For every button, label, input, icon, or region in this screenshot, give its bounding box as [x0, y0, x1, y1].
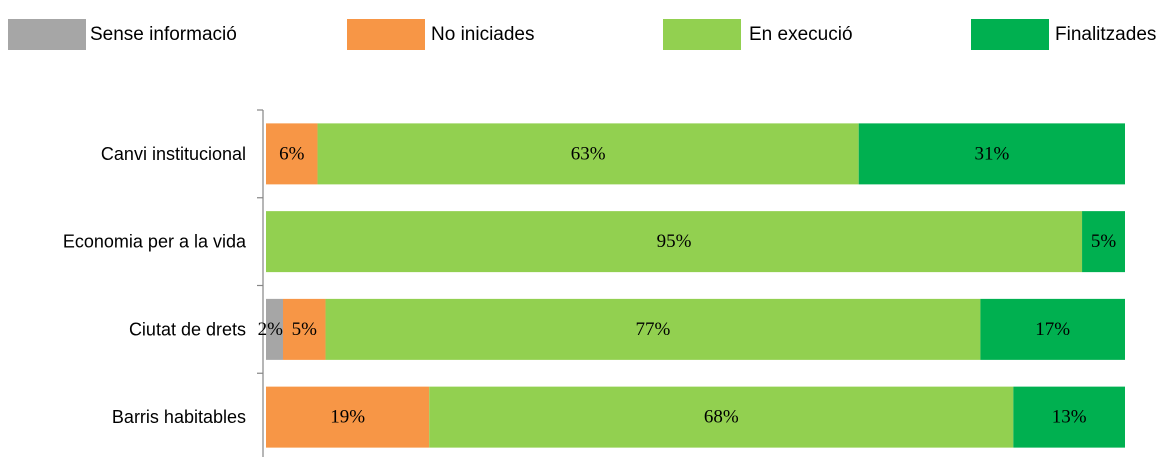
- category-label-canvi-institucional: Canvi institucional: [101, 144, 246, 164]
- legend: Sense informació No iniciades En execució F…: [8, 19, 1156, 50]
- legend-label-sense-informacio: Sense informació: [90, 24, 237, 45]
- bar-ciutat-de-drets-sense-informacio: [266, 298, 284, 360]
- data-label-ciutat-de-drets-sense-informacio: 2%: [258, 319, 284, 340]
- plot-area: 6% 63% 31% 95% 5% 2% 5% 77% 17% 19% 68% 13%: [258, 123, 1125, 448]
- legend-swatch-sense-informacio: [8, 19, 86, 50]
- legend-label-en-execucio: En execució: [749, 24, 853, 45]
- bar-economia-per-a-la-vida-finalitzades: [1082, 211, 1125, 273]
- data-label-ciutat-de-drets-finalitzades: 17%: [1035, 319, 1070, 340]
- data-label-barris-habitables-no-iniciades: 19%: [330, 407, 365, 428]
- data-label-canvi-institucional-en-execucio: 63%: [571, 143, 606, 164]
- bar-canvi-institucional-en-execucio: [317, 123, 859, 185]
- bar-ciutat-de-drets-no-iniciades: [283, 298, 326, 360]
- data-label-ciutat-de-drets-no-iniciades: 5%: [292, 319, 318, 340]
- bar-canvi-institucional-no-iniciades: [266, 123, 318, 185]
- category-label-economia-per-a-la-vida: Economia per a la vida: [63, 232, 247, 252]
- bar-ciutat-de-drets-finalitzades: [980, 298, 1125, 360]
- data-label-barris-habitables-en-execucio: 68%: [704, 407, 739, 428]
- bar-barris-habitables-finalitzades: [1013, 386, 1125, 448]
- data-label-ciutat-de-drets-en-execucio: 77%: [636, 319, 671, 340]
- legend-swatch-no-iniciades: [347, 19, 425, 50]
- data-label-economia-per-a-la-vida-en-execucio: 95%: [657, 231, 692, 252]
- data-label-economia-per-a-la-vida-finalitzades: 5%: [1091, 231, 1117, 252]
- bar-economia-per-a-la-vida-en-execucio: [266, 211, 1083, 273]
- legend-swatch-finalitzades: [971, 19, 1049, 50]
- data-label-canvi-institucional-no-iniciades: 6%: [279, 143, 305, 164]
- bar-barris-habitables-en-execucio: [429, 386, 1014, 448]
- data-label-barris-habitables-finalitzades: 13%: [1052, 407, 1087, 428]
- data-label-canvi-institucional-finalitzades: 31%: [974, 143, 1009, 164]
- category-axis: Canvi institucional Economia per a la vid…: [63, 109, 264, 457]
- category-label-ciutat-de-drets: Ciutat de drets: [129, 319, 246, 339]
- bar-canvi-institucional-finalitzades: [858, 123, 1125, 185]
- bar-barris-habitables-no-iniciades: [266, 386, 430, 448]
- legend-label-finalitzades: Finalitzades: [1055, 24, 1156, 45]
- legend-label-no-iniciades: No iniciades: [431, 24, 535, 45]
- legend-swatch-en-execucio: [663, 19, 741, 50]
- category-label-barris-habitables: Barris habitables: [112, 407, 246, 427]
- bar-ciutat-de-drets-en-execucio: [325, 298, 981, 360]
